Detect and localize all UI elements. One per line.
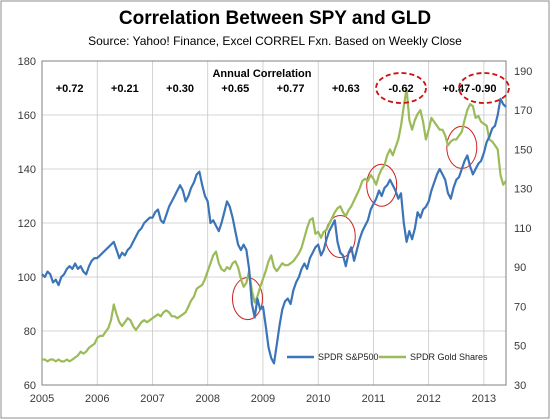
y-right-tick-label-6: 150 (514, 144, 532, 156)
y-left-tick-label-0: 60 (24, 380, 36, 392)
y-right-tick-label-7: 170 (514, 105, 532, 117)
plot-area (41, 60, 507, 386)
correlation-circle-6 (375, 72, 427, 104)
chart-title: Correlation Between SPY and GLD (119, 8, 431, 29)
x-tick-label-8: 2013 (472, 393, 496, 405)
y-right-tick-label-4: 110 (514, 223, 532, 235)
annual-correlation-labels: +0.72 +0.21 +0.30 +0.65 +0.77 +0.63 -0.62 +0.47… (56, 72, 510, 104)
highlight-circle-1 (324, 215, 356, 258)
y-right-tick-label-3: 90 (514, 262, 526, 274)
x-tick-label-2: 2007 (140, 393, 164, 405)
correlation-label-2: +0.30 (166, 83, 194, 95)
series-lines (41, 87, 507, 365)
y-right-tick-label-8: 190 (514, 66, 532, 78)
y-right-tick-label-0: 30 (514, 380, 526, 392)
y-left-tick-label-5: 160 (18, 110, 36, 122)
x-tick-label-4: 2009 (251, 393, 275, 405)
x-axis: 2005 2006 2007 2008 2009 2010 2011 2012 2013 (30, 393, 496, 405)
legend-label-spy: SPDR S&P500 (318, 352, 379, 362)
x-tick-label-6: 2011 (362, 393, 386, 405)
correlation-label-7: +0.47 (442, 83, 470, 95)
correlation-label-8: -0.90 (471, 83, 496, 95)
x-tick-label-1: 2006 (85, 393, 109, 405)
annotation-title: Annual Correlation (212, 68, 311, 80)
correlation-label-4: +0.77 (277, 83, 305, 95)
y-left-tick-label-6: 180 (18, 56, 36, 68)
series-line-1 (42, 87, 507, 363)
x-tick-label-5: 2010 (306, 393, 330, 405)
y-left-tick-label-2: 100 (18, 272, 36, 284)
legend: SPDR S&P500 SPDR Gold Shares (287, 352, 488, 362)
y-right-tick-label-1: 50 (514, 341, 526, 353)
chart-subtitle: Source: Yahoo! Finance, Excel CORREL Fxn… (88, 34, 462, 48)
correlation-label-3: +0.65 (221, 83, 249, 95)
correlation-label-1: +0.21 (111, 83, 139, 95)
y-left-tick-label-4: 140 (18, 164, 36, 176)
right-axis: 30 50 70 90 110 130 150 170 190 (514, 66, 532, 392)
y-left-tick-label-1: 80 (24, 326, 36, 338)
x-tick-label-3: 2008 (195, 393, 219, 405)
y-right-tick-label-2: 70 (514, 301, 526, 313)
correlation-circle-8 (458, 72, 510, 104)
x-tick-label-7: 2012 (416, 393, 440, 405)
legend-label-gld: SPDR Gold Shares (410, 352, 488, 362)
y-left-tick-label-3: 120 (18, 218, 36, 230)
series-line-0 (41, 97, 507, 365)
correlation-label-0: +0.72 (56, 83, 84, 95)
y-right-tick-label-5: 130 (514, 184, 532, 196)
correlation-label-6: -0.62 (389, 83, 414, 95)
x-tick-label-0: 2005 (30, 393, 54, 405)
highlight-circle-2 (366, 163, 398, 207)
left-axis: 60 80 100 120 140 160 180 (18, 56, 36, 392)
correlation-label-5: +0.63 (332, 83, 360, 95)
